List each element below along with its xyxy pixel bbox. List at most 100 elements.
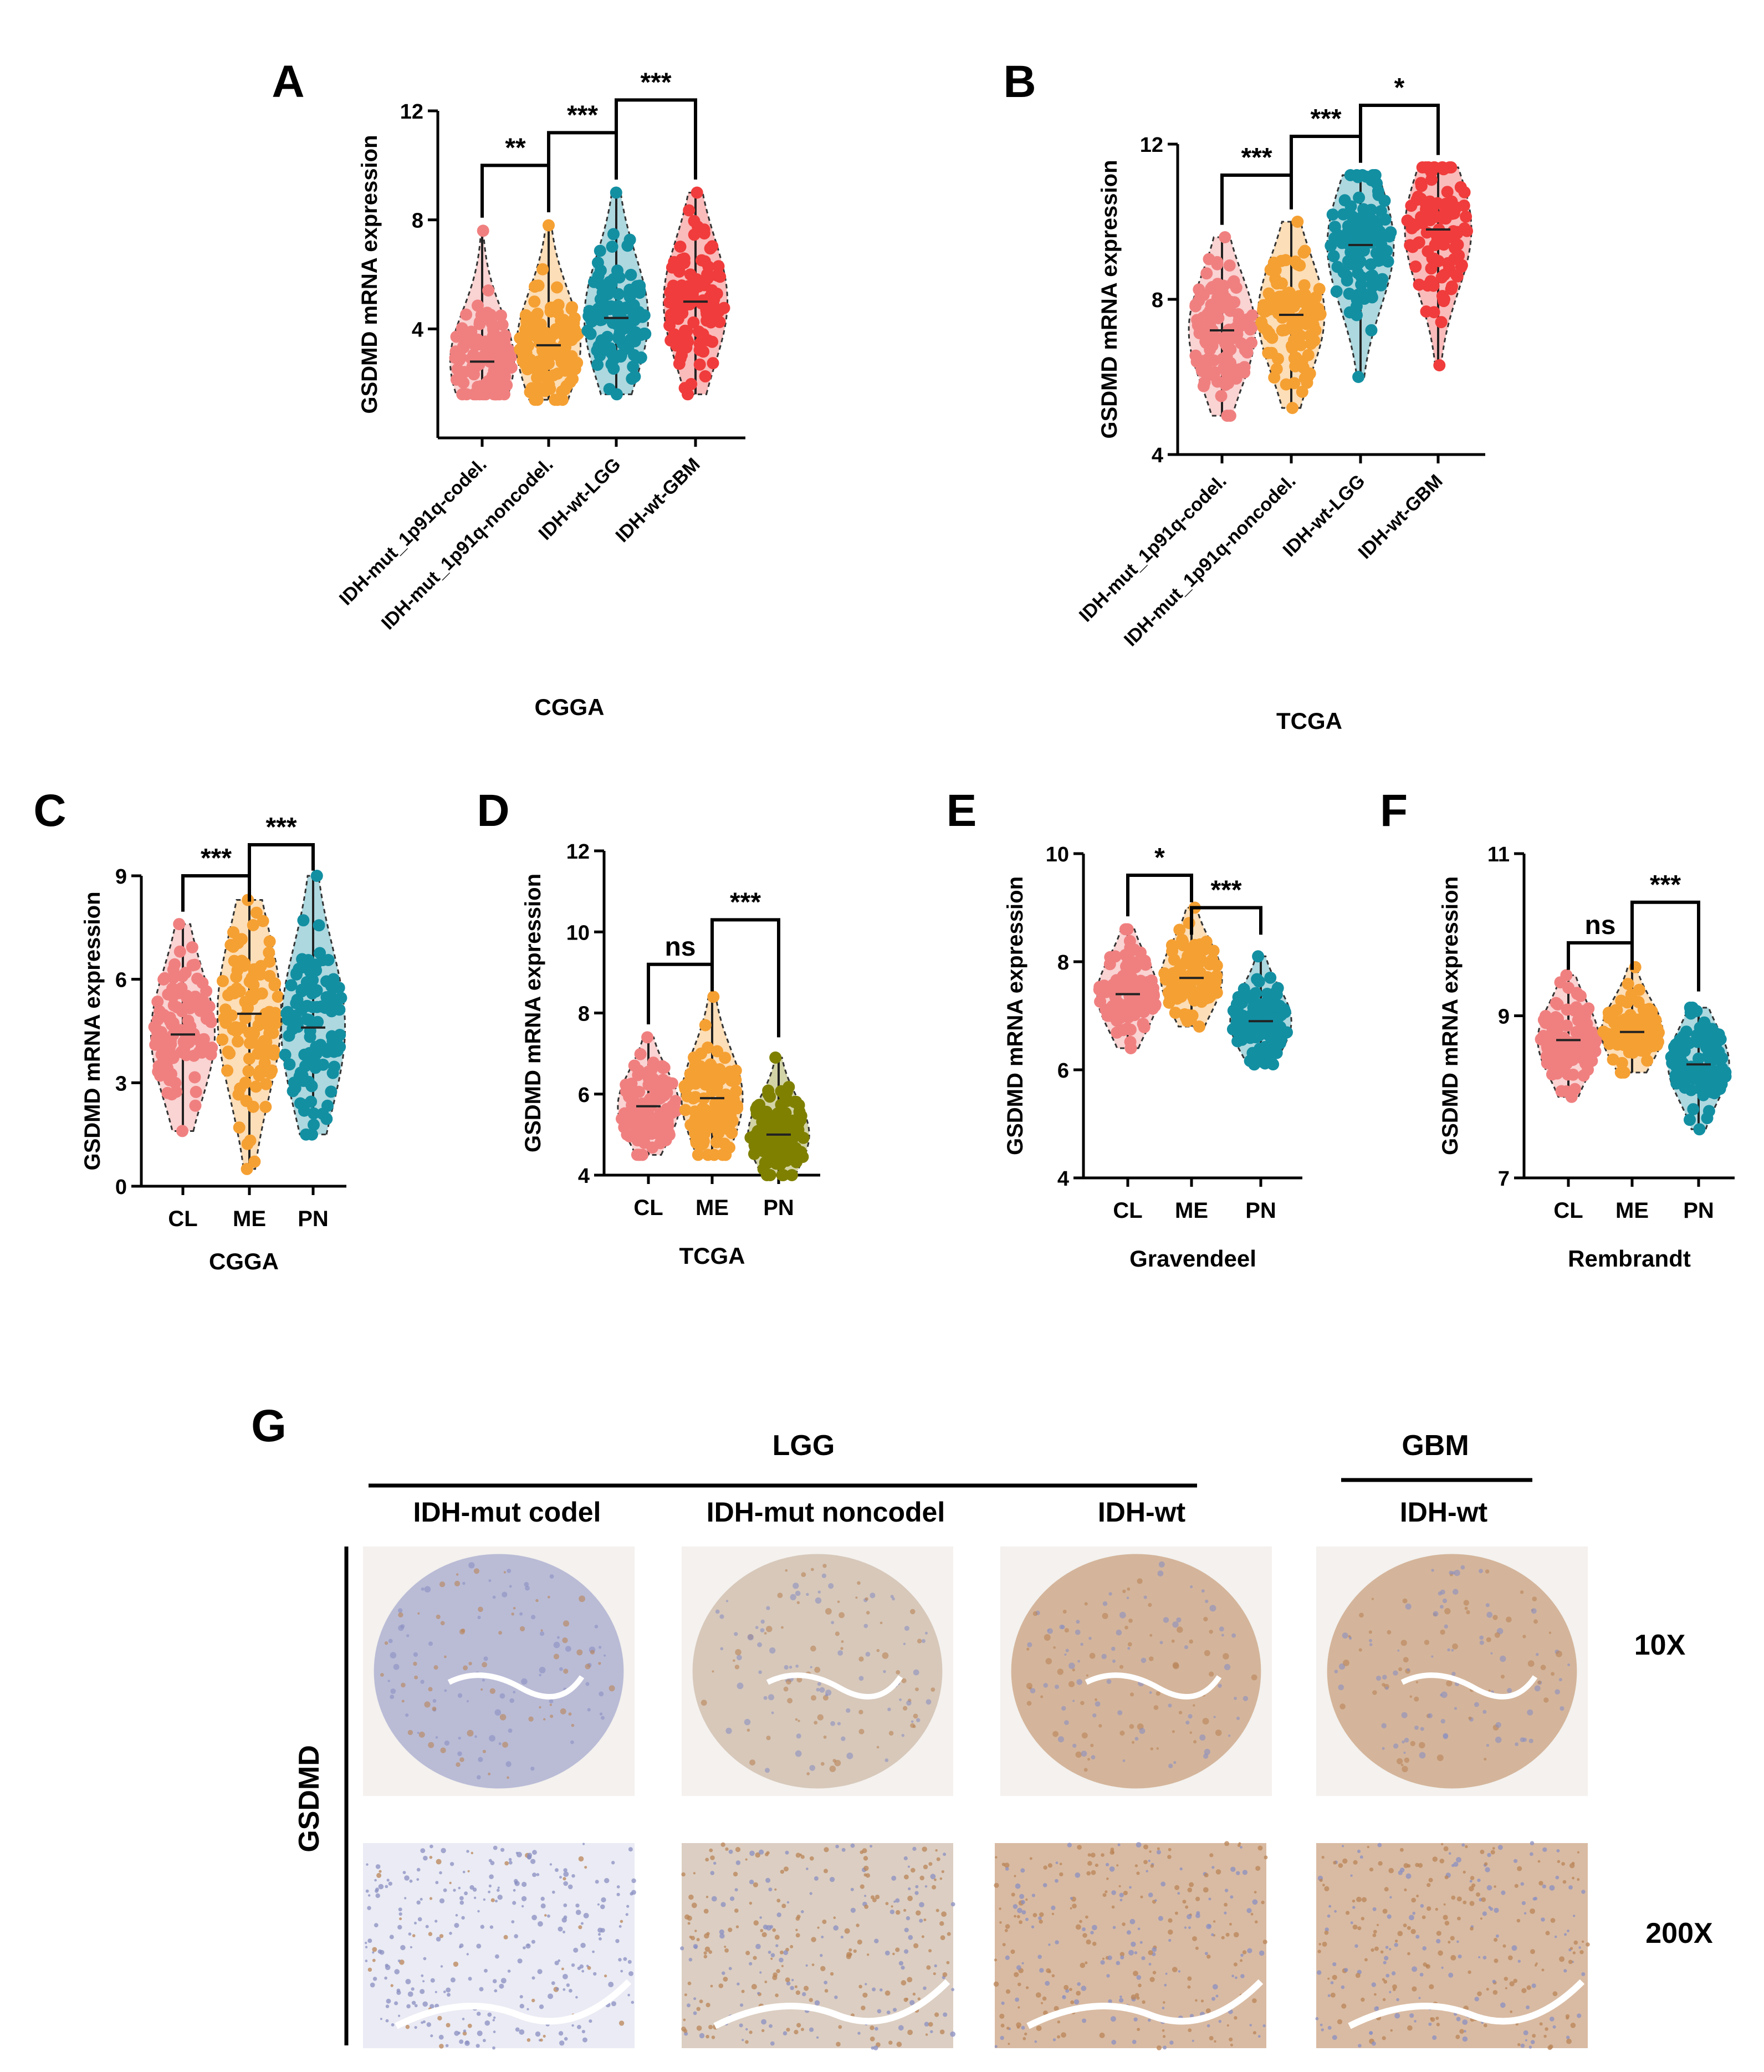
cell-nucleus xyxy=(1318,1943,1321,1946)
cell-nucleus xyxy=(484,1968,488,1973)
stain-speck xyxy=(796,1733,801,1739)
data-point xyxy=(666,1077,678,1090)
cell-nucleus xyxy=(711,2035,715,2039)
cell-nucleus xyxy=(1215,1869,1221,1875)
stain-speck xyxy=(1209,1671,1214,1677)
cell-nucleus xyxy=(1179,1867,1183,1871)
data-point xyxy=(641,1031,654,1044)
stain-speck xyxy=(1431,1655,1434,1658)
cell-nucleus xyxy=(1517,1959,1521,1963)
cell-nucleus xyxy=(801,1910,804,1913)
stain-speck xyxy=(1102,1612,1108,1619)
stain-speck xyxy=(1127,1587,1131,1591)
cell-nucleus xyxy=(1070,1897,1073,1900)
data-point xyxy=(163,1052,176,1065)
stain-speck xyxy=(1062,1610,1067,1614)
data-point xyxy=(1109,991,1122,1003)
cell-nucleus xyxy=(1563,1969,1567,1973)
cell-nucleus xyxy=(1043,1865,1047,1870)
data-point xyxy=(1238,983,1250,996)
data-point xyxy=(228,955,241,967)
data-point xyxy=(528,295,541,308)
stain-speck xyxy=(1404,1757,1410,1763)
stain-speck xyxy=(1075,1629,1081,1635)
stain-speck xyxy=(1409,1695,1413,1698)
stain-speck xyxy=(1401,1712,1408,1718)
cell-nucleus xyxy=(761,2019,766,2025)
data-point xyxy=(1571,987,1583,999)
cell-nucleus xyxy=(376,1872,382,1878)
stain-speck xyxy=(822,1695,829,1701)
data-point xyxy=(1279,1006,1291,1018)
data-point xyxy=(706,335,719,348)
stain-speck xyxy=(758,1670,762,1674)
stain-speck xyxy=(1427,1713,1433,1718)
cell-nucleus xyxy=(582,2037,587,2043)
cell-nucleus xyxy=(1405,1873,1412,1879)
stain-speck xyxy=(725,1727,732,1734)
cell-nucleus xyxy=(1426,1906,1431,1911)
data-point xyxy=(1589,1045,1602,1058)
cell-nucleus xyxy=(587,1966,591,1970)
cell-nucleus xyxy=(531,1998,535,2003)
cell-nucleus xyxy=(1484,2023,1487,2028)
cell-nucleus xyxy=(527,1852,533,1858)
data-point xyxy=(610,186,622,199)
cell-nucleus xyxy=(1436,1931,1441,1936)
cell-nucleus xyxy=(1004,1928,1008,1932)
cell-nucleus xyxy=(1119,1952,1125,1957)
stain-speck xyxy=(1376,1676,1382,1681)
cell-nucleus xyxy=(1357,1926,1362,1931)
cell-nucleus xyxy=(1162,2029,1165,2032)
data-point xyxy=(1541,1034,1554,1046)
cell-nucleus xyxy=(864,1895,867,1897)
stain-speck xyxy=(814,1721,818,1725)
cell-nucleus xyxy=(795,1990,800,1995)
cell-nucleus xyxy=(420,1848,426,1854)
data-point xyxy=(1309,324,1322,336)
data-point xyxy=(536,263,549,275)
y-tick-label: 8 xyxy=(412,210,423,233)
stain-speck xyxy=(819,1687,825,1693)
cell-nucleus xyxy=(1242,1950,1247,1954)
cell-nucleus xyxy=(414,2004,418,2008)
data-point xyxy=(1182,970,1194,983)
cell-nucleus xyxy=(804,1986,809,1991)
significance-label: ** xyxy=(505,133,526,162)
data-point xyxy=(618,1107,631,1120)
stain-speck xyxy=(883,1670,886,1673)
cell-nucleus xyxy=(628,1971,633,1976)
data-point xyxy=(1622,1024,1635,1037)
cell-nucleus xyxy=(1384,1956,1389,1961)
cell-nucleus xyxy=(430,1978,435,1983)
stain-speck xyxy=(1548,1631,1552,1634)
data-point xyxy=(1648,1014,1660,1027)
data-point xyxy=(625,268,637,281)
data-point xyxy=(707,298,720,310)
stain-speck xyxy=(1543,1697,1549,1703)
stain-speck xyxy=(925,1631,928,1635)
cell-nucleus xyxy=(872,1898,877,1902)
data-point xyxy=(1238,314,1251,326)
data-point xyxy=(636,1149,649,1161)
cell-nucleus xyxy=(1082,1927,1086,1931)
ihc-10x-core xyxy=(374,1554,624,1789)
stain-speck xyxy=(744,1719,751,1726)
cell-nucleus xyxy=(367,1906,371,1910)
cell-nucleus xyxy=(1495,1934,1499,1938)
cell-nucleus xyxy=(1476,1892,1480,1897)
stain-speck xyxy=(1397,1649,1400,1652)
stain-speck xyxy=(1515,1742,1519,1747)
cell-nucleus xyxy=(1494,1885,1496,1888)
cell-nucleus xyxy=(1016,1915,1020,1918)
data-point xyxy=(1203,365,1215,378)
stain-speck xyxy=(1338,1663,1346,1670)
cell-nucleus xyxy=(1152,1971,1157,1974)
data-point xyxy=(299,982,312,994)
significance-label: *** xyxy=(640,68,671,97)
cell-nucleus xyxy=(1554,1935,1557,1938)
cell-nucleus xyxy=(946,1961,950,1964)
data-point xyxy=(709,1097,722,1110)
magnification-label-10x: 10X xyxy=(1634,1629,1686,1661)
cell-nucleus xyxy=(1123,1891,1128,1896)
